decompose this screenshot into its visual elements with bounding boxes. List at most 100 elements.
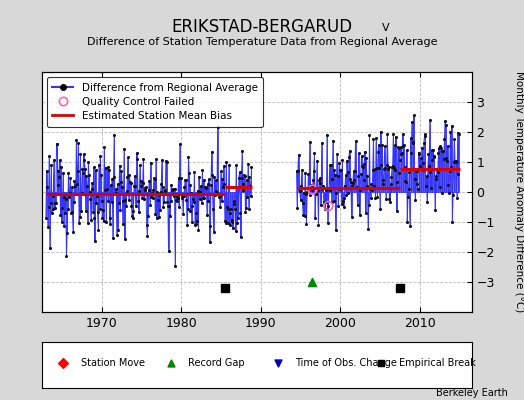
Point (187, 190, 195, 197)
Point (157, 181, 166, 188)
Point (372, 135, 380, 142)
Point (394, 144, 402, 150)
Point (176, 141, 184, 147)
Point (241, 173, 249, 180)
Point (373, 194, 381, 200)
Point (416, 162, 424, 169)
Point (311, 215, 319, 221)
Point (296, 188, 304, 194)
Point (377, 162, 386, 168)
Point (442, 155, 451, 161)
Point (312, 190, 321, 196)
Point (66, 190, 74, 197)
Point (111, 190, 119, 196)
Point (338, 157, 346, 164)
Point (102, 219, 111, 225)
Point (435, 184, 444, 190)
Point (453, 130, 462, 136)
Point (316, 175, 324, 181)
Point (388, 163, 397, 169)
Point (430, 154, 439, 160)
Point (247, 193, 255, 200)
Point (312, 191, 320, 198)
Point (235, 175, 243, 182)
Point (73, 168, 82, 175)
Point (230, 201, 238, 207)
Point (91, 238, 99, 244)
Point (127, 180, 135, 186)
Point (197, 183, 205, 190)
Point (76, 151, 84, 158)
Point (433, 167, 441, 173)
Point (199, 195, 207, 201)
Point (81, 166, 89, 173)
Point (175, 204, 183, 210)
Point (450, 136, 458, 142)
Point (148, 195, 157, 201)
Text: V: V (381, 23, 389, 33)
Point (327, 162, 335, 168)
Point (231, 206, 239, 212)
Point (185, 170, 193, 176)
Text: Station Move: Station Move (81, 358, 145, 368)
Point (305, 184, 313, 190)
Point (85, 189, 94, 196)
Point (103, 186, 111, 193)
Point (358, 163, 366, 170)
Point (236, 210, 244, 216)
Point (359, 176, 368, 183)
Point (160, 187, 169, 194)
Point (427, 169, 435, 176)
Point (365, 132, 374, 139)
Point (237, 175, 246, 181)
Point (438, 190, 446, 196)
Point (107, 199, 116, 205)
Point (433, 169, 442, 175)
Point (90, 164, 98, 170)
Point (48, 210, 56, 216)
Point (379, 177, 388, 184)
Point (163, 203, 172, 209)
Point (342, 172, 350, 178)
Point (383, 131, 391, 137)
Point (60, 194, 69, 200)
Point (389, 130, 398, 137)
Point (235, 169, 244, 175)
Point (302, 191, 310, 197)
Point (377, 128, 385, 135)
Point (304, 171, 313, 177)
Point (208, 172, 216, 178)
Point (182, 196, 191, 203)
Point (95, 206, 104, 212)
Point (435, 145, 443, 152)
Point (167, 182, 176, 188)
Point (437, 145, 445, 152)
Point (445, 168, 454, 174)
Point (451, 158, 459, 164)
Point (340, 204, 348, 210)
Point (408, 118, 416, 125)
Text: Difference of Station Temperature Data from Regional Average: Difference of Station Temperature Data f… (87, 37, 437, 47)
Point (318, 140, 326, 146)
Point (192, 210, 200, 216)
Point (110, 174, 118, 181)
Point (72, 190, 80, 197)
Point (203, 212, 211, 219)
Point (147, 159, 155, 166)
Point (189, 196, 198, 202)
Point (414, 149, 423, 156)
Point (355, 150, 363, 157)
Point (340, 194, 348, 201)
Point (313, 187, 322, 194)
Point (118, 184, 126, 190)
Point (82, 172, 91, 179)
Point (295, 185, 303, 192)
Point (341, 182, 349, 189)
Point (434, 150, 443, 156)
Point (357, 171, 365, 178)
Point (148, 190, 156, 196)
Point (88, 180, 96, 186)
Point (216, 204, 224, 210)
Point (292, 168, 301, 174)
Point (43, 224, 52, 230)
